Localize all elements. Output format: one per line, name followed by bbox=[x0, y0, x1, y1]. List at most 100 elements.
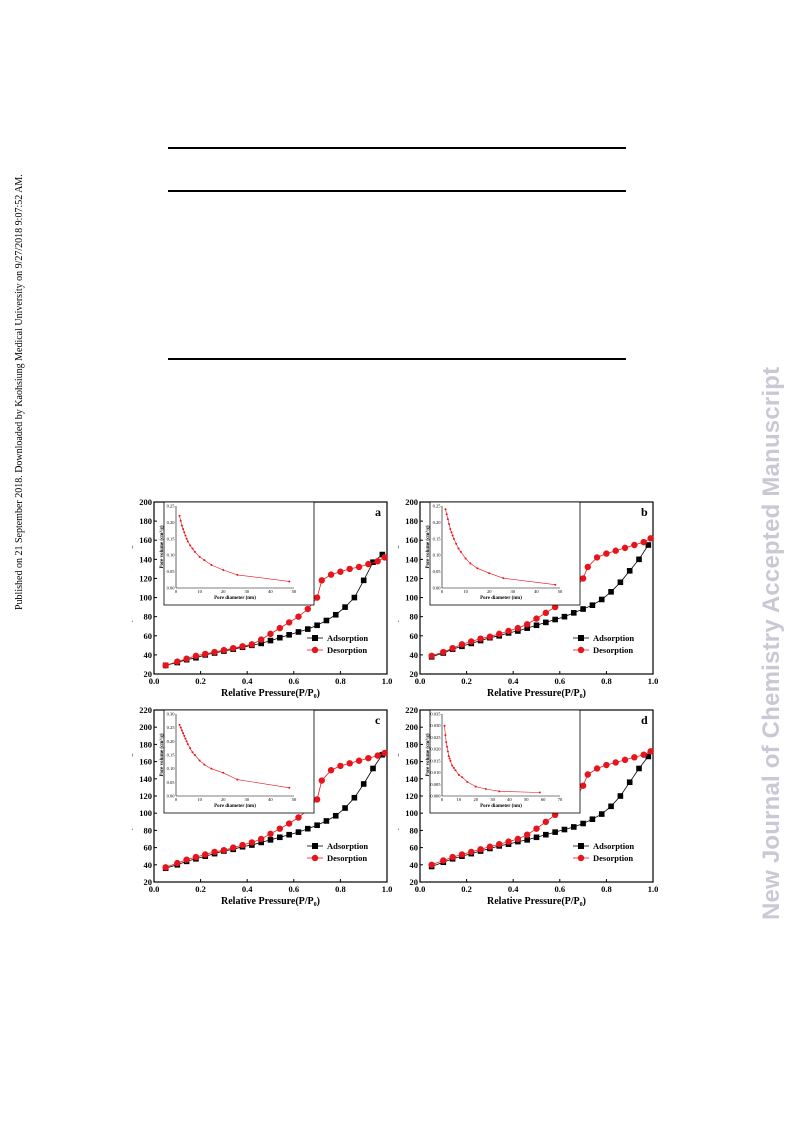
inset-x-tick-label: 40 bbox=[534, 589, 539, 594]
inset-point bbox=[182, 732, 185, 735]
data-point-adsorption bbox=[589, 602, 596, 608]
data-point-adsorption bbox=[636, 765, 642, 772]
inset-point bbox=[457, 773, 460, 776]
data-point-desorption bbox=[162, 662, 169, 669]
x-tick-label: 0.4 bbox=[508, 676, 519, 686]
y-tick-label: 80 bbox=[144, 825, 153, 835]
x-tick-label: 0.0 bbox=[149, 676, 160, 686]
legend-label: Adsorption bbox=[327, 633, 368, 643]
inset-point bbox=[189, 544, 192, 547]
inset-point bbox=[451, 534, 454, 537]
inset-point bbox=[191, 751, 194, 754]
y-tick-label: 140 bbox=[405, 774, 418, 784]
inset-point bbox=[498, 790, 501, 793]
data-point-desorption bbox=[603, 761, 610, 769]
data-point-desorption bbox=[355, 757, 363, 764]
x-tick-label: 0.0 bbox=[415, 676, 426, 686]
inset-point bbox=[186, 743, 189, 746]
y-tick-label: 200 bbox=[405, 498, 418, 507]
y-tick-label: 100 bbox=[139, 808, 152, 818]
x-tick-label: 0.4 bbox=[242, 884, 253, 894]
x-tick-label: 0.4 bbox=[242, 676, 253, 686]
data-point-desorption bbox=[533, 615, 540, 622]
y-tick-label: 40 bbox=[144, 650, 153, 660]
data-point-desorption bbox=[514, 624, 522, 632]
inset-point bbox=[185, 537, 188, 540]
data-point-adsorption bbox=[533, 622, 540, 629]
inset-y-axis-label: Pore volume (cm³/g) bbox=[425, 525, 431, 568]
data-point-desorption bbox=[327, 767, 335, 774]
x-tick-label: 1.0 bbox=[382, 884, 392, 894]
inset-point bbox=[446, 518, 449, 521]
data-point-desorption bbox=[276, 825, 284, 832]
data-point-desorption bbox=[174, 859, 181, 867]
inset-point bbox=[180, 729, 183, 732]
data-point-desorption bbox=[593, 765, 601, 772]
inset-y-tick-label: 0.10 bbox=[167, 766, 176, 771]
data-point-adsorption bbox=[332, 812, 339, 819]
y-tick-label: 180 bbox=[139, 516, 152, 526]
y-axis-label: Quantity Absorbed (cm³/g STP) bbox=[132, 520, 133, 656]
data-point-adsorption bbox=[617, 793, 624, 799]
inset-point bbox=[178, 514, 181, 517]
legend-marker bbox=[577, 854, 585, 862]
inset-x-axis-label: Pore diameter (nm) bbox=[480, 804, 522, 809]
y-tick-label: 80 bbox=[410, 825, 419, 835]
data-point-desorption bbox=[285, 619, 293, 626]
inset-y-axis-label: Pore volume (cm³/g) bbox=[159, 733, 165, 776]
data-point-adsorption bbox=[295, 629, 302, 635]
data-point-adsorption bbox=[258, 839, 264, 846]
data-point-desorption bbox=[162, 864, 169, 871]
data-point-desorption bbox=[584, 563, 591, 571]
x-tick-label: 0.0 bbox=[149, 884, 160, 894]
inset-point bbox=[179, 726, 182, 729]
inset-point bbox=[444, 508, 447, 511]
panel-letter: c bbox=[375, 713, 381, 727]
inset-y-tick-label: 0.025 bbox=[430, 735, 441, 740]
inset-x-tick-label: 30 bbox=[245, 797, 250, 802]
inset-point bbox=[180, 524, 183, 527]
inset-point bbox=[450, 531, 453, 534]
data-point-desorption bbox=[496, 630, 503, 638]
y-tick-label: 20 bbox=[410, 877, 419, 887]
data-point-desorption bbox=[542, 818, 550, 825]
data-point-desorption bbox=[579, 782, 587, 789]
inset-y-axis-label: Pore volume (cm³/g) bbox=[425, 733, 431, 776]
inset-x-tick-label: 30 bbox=[245, 589, 250, 594]
inset-x-axis-label: Pore diameter (nm) bbox=[214, 596, 256, 601]
y-tick-label: 200 bbox=[405, 722, 418, 732]
data-point-desorption bbox=[257, 636, 265, 643]
data-point-adsorption bbox=[277, 834, 283, 841]
data-point-desorption bbox=[593, 554, 601, 561]
inset-point bbox=[178, 723, 181, 726]
data-point-adsorption bbox=[645, 753, 652, 760]
y-tick-label: 100 bbox=[405, 808, 418, 818]
inset-point bbox=[445, 741, 448, 744]
inset-point bbox=[183, 734, 186, 737]
y-tick-label: 220 bbox=[139, 706, 152, 715]
data-point-desorption bbox=[355, 563, 363, 571]
y-tick-label: 180 bbox=[139, 739, 152, 749]
data-point-desorption bbox=[285, 820, 293, 827]
data-point-desorption bbox=[621, 756, 629, 764]
table-rule-bottom bbox=[168, 358, 626, 360]
y-tick-label: 160 bbox=[139, 757, 152, 767]
inset-point bbox=[189, 747, 192, 750]
inset-point bbox=[222, 568, 225, 571]
y-tick-label: 20 bbox=[410, 669, 419, 679]
data-point-desorption bbox=[486, 843, 494, 850]
inset-x-tick-label: 50 bbox=[292, 589, 297, 594]
y-tick-label: 120 bbox=[405, 573, 418, 583]
data-point-adsorption bbox=[267, 837, 274, 843]
data-point-desorption bbox=[295, 814, 302, 821]
inset-y-tick-label: 0.00 bbox=[167, 794, 176, 799]
data-point-desorption bbox=[533, 825, 540, 832]
data-point-adsorption bbox=[561, 826, 568, 833]
data-point-desorption bbox=[346, 760, 353, 767]
data-point-desorption bbox=[318, 777, 325, 784]
data-point-adsorption bbox=[598, 811, 605, 817]
inset-point bbox=[193, 550, 196, 553]
data-point-adsorption bbox=[580, 820, 586, 827]
publication-sidebar: Published on 21 September 2018. Download… bbox=[14, 174, 25, 610]
data-point-adsorption bbox=[360, 781, 367, 787]
